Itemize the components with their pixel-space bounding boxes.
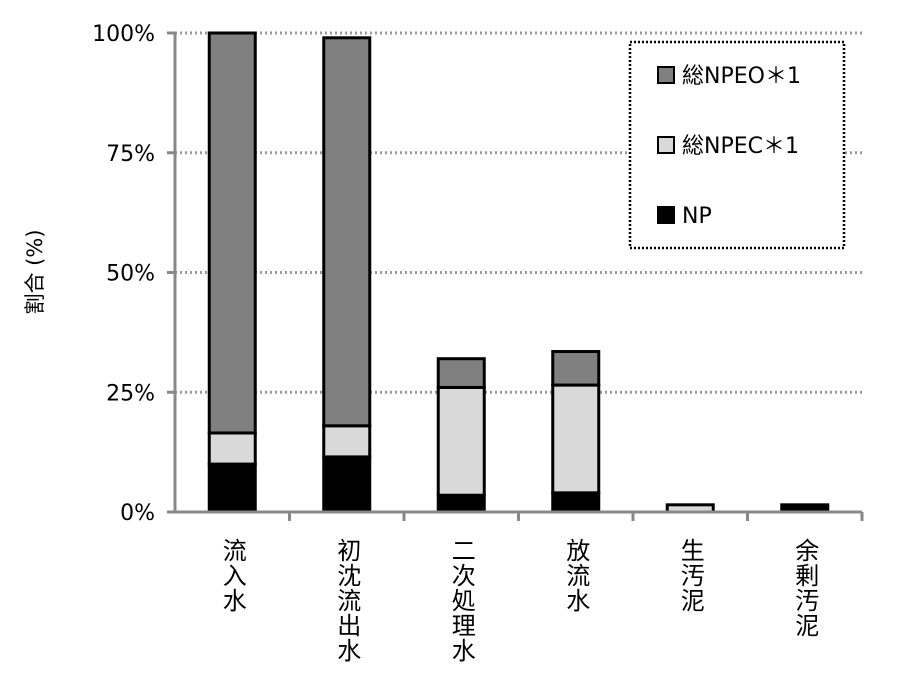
- legend-swatch: [657, 66, 675, 84]
- bar-segment: [551, 350, 601, 387]
- legend-label: NP: [682, 204, 712, 229]
- legend: 総NPEO＊1 総NPEC＊1 NP: [628, 40, 846, 250]
- bar-segment: [551, 383, 601, 495]
- legend-swatch: [657, 136, 675, 154]
- x-tick-label: 流入水: [218, 538, 246, 613]
- x-tick-label: 余剰汚泥: [791, 538, 819, 638]
- bar-segment: [436, 385, 486, 497]
- legend-label: 総NPEC＊1: [682, 134, 799, 159]
- bar-segment: [436, 357, 486, 389]
- x-tick-label: 放流水: [562, 538, 590, 613]
- bar-segment: [207, 31, 257, 435]
- y-tick-label: 100%: [92, 22, 155, 47]
- bar-segment: [551, 491, 601, 514]
- bar-segment: [436, 493, 486, 514]
- x-tick-label: 初沈流出水: [333, 538, 361, 663]
- x-tick-label: 生汚泥: [676, 538, 704, 613]
- bar-segment: [207, 462, 257, 514]
- legend-label: 総NPEO＊1: [682, 64, 801, 89]
- y-tick-label: 75%: [106, 142, 155, 167]
- bar-segment: [322, 36, 372, 428]
- bar-segment: [207, 431, 257, 466]
- y-tick-label: 50%: [106, 262, 155, 287]
- y-axis-label: 割合 (%): [23, 229, 47, 314]
- bar-segment: [322, 424, 372, 459]
- y-tick-label: 25%: [106, 381, 155, 406]
- axes-layer: 0% 25% 50% 75% 100% 割合 (%) 流入水 初沈流出水 二次処理水 放流水 生汚泥…: [23, 22, 864, 663]
- y-tick-label: 0%: [120, 501, 155, 526]
- x-tick-label: 二次処理水: [447, 538, 475, 663]
- legend-swatch: [657, 206, 675, 224]
- bar-segment: [322, 455, 372, 514]
- bars-layer: [207, 31, 830, 514]
